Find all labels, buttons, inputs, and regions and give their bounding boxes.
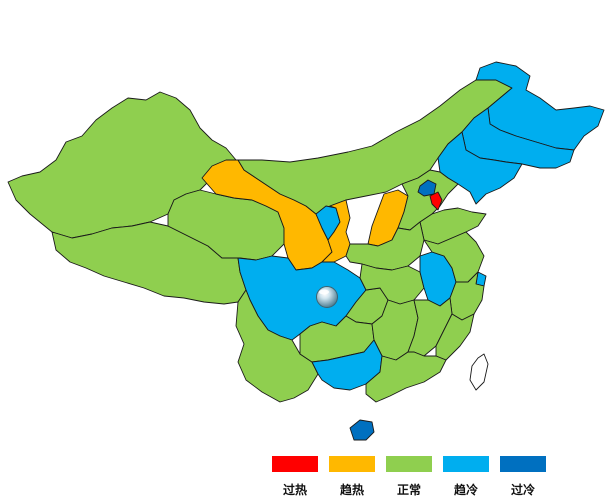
legend-item-warming: 趋热 xyxy=(329,456,375,498)
legend-label-cooling: 趋冷 xyxy=(453,483,478,497)
legend-label-overcool: 过冷 xyxy=(510,483,535,497)
legend-swatch-overheat xyxy=(272,456,318,472)
legend-swatch-warming xyxy=(329,456,375,472)
legend-label-overheat: 过热 xyxy=(282,483,307,497)
legend-label-normal: 正常 xyxy=(396,483,421,497)
region-taiwan[interactable] xyxy=(469,353,489,391)
legend-swatch-normal xyxy=(386,456,432,472)
region-hainan[interactable] xyxy=(349,419,375,441)
region-guangdong[interactable] xyxy=(365,351,447,403)
region-heilongjiang[interactable] xyxy=(475,61,605,151)
region-yunnan[interactable] xyxy=(235,289,319,403)
legend-swatch-overcool xyxy=(500,456,546,472)
legend-item-overheat: 过热 xyxy=(272,456,318,498)
legend-item-cooling: 趋冷 xyxy=(443,456,489,498)
map-legend: 过热 趋热 正常 趋冷 过冷 xyxy=(268,456,558,500)
capital-marker-icon xyxy=(316,286,338,308)
region-henan[interactable] xyxy=(345,221,425,271)
legend-item-overcool: 过冷 xyxy=(500,456,546,498)
region-fujian[interactable] xyxy=(435,313,475,361)
region-tianjin[interactable] xyxy=(429,191,443,211)
legend-swatch-cooling xyxy=(443,456,489,472)
legend-label-warming: 趋热 xyxy=(339,483,364,497)
legend-item-normal: 正常 xyxy=(386,456,432,498)
